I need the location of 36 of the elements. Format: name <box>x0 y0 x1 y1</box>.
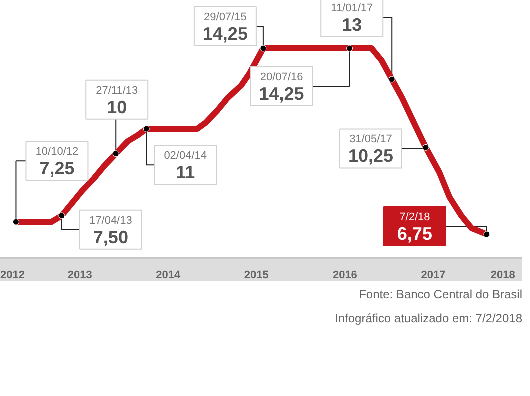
x-tick-label: 2012 <box>0 270 25 282</box>
x-tick-label: 2016 <box>332 270 358 282</box>
data-label: 7,25 <box>40 158 75 179</box>
annotation: 20/07/16 <box>260 72 304 84</box>
annotation: 27/11/13 <box>96 84 138 97</box>
point <box>58 212 66 220</box>
data-label: 6,75 <box>397 224 432 244</box>
annotation: 7/2/18 <box>400 212 430 224</box>
point <box>112 150 120 158</box>
x-tick-label: 2014 <box>156 270 182 282</box>
data-label: 10 <box>107 97 128 118</box>
annotation: 31/05/17 <box>350 134 392 146</box>
annotation: 10/10/12 <box>36 146 79 158</box>
x-tick-label: 2013 <box>68 270 92 282</box>
data-label: 13 <box>342 15 362 35</box>
data-label: 10,25 <box>348 146 394 166</box>
point <box>484 231 490 238</box>
point <box>422 144 430 151</box>
annotation: 11/01/17 <box>331 2 374 14</box>
x-tick-label: 2017 <box>421 270 446 282</box>
x-tick-label: 2018 <box>490 270 516 282</box>
data-label: 11 <box>176 162 196 183</box>
point <box>12 218 20 226</box>
text: Infográfico atualizado em: 7/2/2018 <box>335 312 523 326</box>
data-label: 14,25 <box>202 24 248 44</box>
point <box>260 45 267 52</box>
annotation: 02/04/14 <box>164 150 208 162</box>
annotation: 17/04/13 <box>90 214 132 227</box>
source-note: Fonte: Banco Central do Brasil <box>359 288 523 302</box>
annotation: 29/07/15 <box>204 12 247 24</box>
x-tick-label: 2015 <box>244 270 269 282</box>
point <box>346 45 354 52</box>
data-label: 14,25 <box>259 84 304 104</box>
data-label: 7,50 <box>93 227 128 248</box>
point <box>388 76 396 83</box>
point <box>143 126 150 132</box>
